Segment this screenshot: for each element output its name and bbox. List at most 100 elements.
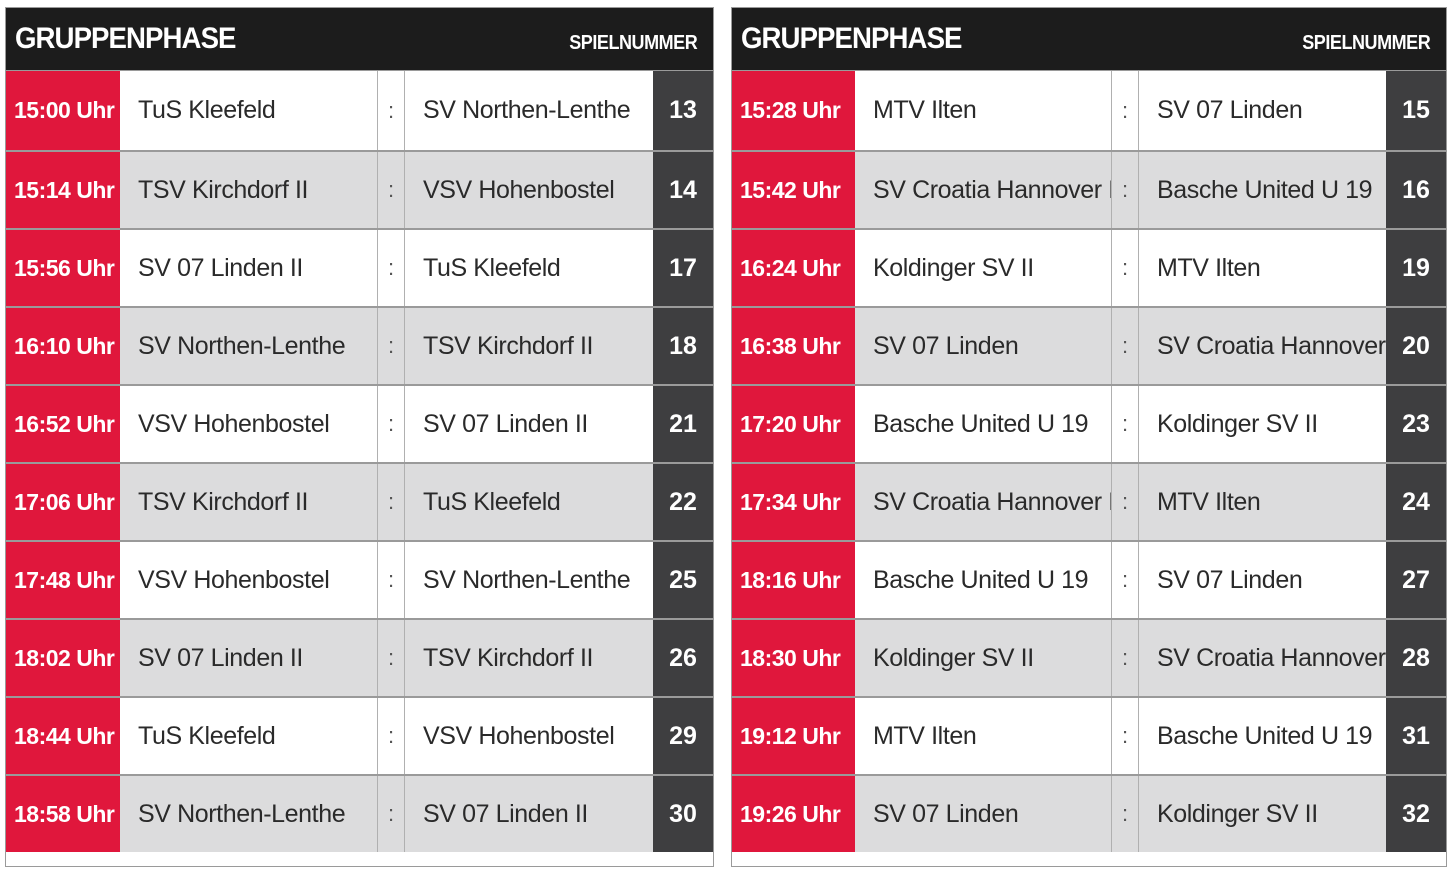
score-separator: : <box>377 230 405 306</box>
score-separator: : <box>377 698 405 774</box>
match-number: 17 <box>653 230 713 306</box>
panel-title: GRUPPENPHASE <box>741 22 962 55</box>
match-time: 15:14 Uhr <box>6 152 120 228</box>
match-row: 17:20 Uhr Basche United U 19: Koldinger SV… <box>732 384 1446 462</box>
panel-header: GRUPPENPHASE SPIELNUMMER <box>732 8 1446 70</box>
score-separator: : <box>1111 71 1139 150</box>
panel-subtitle: SPIELNUMMER <box>1301 31 1431 54</box>
match-number: 27 <box>1386 542 1446 618</box>
home-team: SV 07 Linden <box>855 308 1111 384</box>
match-list: 15:00 Uhr TuS Kleefeld: SV Northen-Lenthe 1… <box>6 70 713 852</box>
home-team: SV 07 Linden II <box>120 620 377 696</box>
home-team: TSV Kirchdorf II <box>120 464 377 540</box>
away-team: SV Croatia Hannover II <box>1139 308 1386 384</box>
home-team: VSV Hohenbostel <box>120 542 377 618</box>
match-time: 15:56 Uhr <box>6 230 120 306</box>
match-row: 15:28 Uhr MTV Ilten: SV 07 Linden 15 <box>732 70 1446 150</box>
match-time: 18:44 Uhr <box>6 698 120 774</box>
match-row: 18:02 Uhr SV 07 Linden II: TSV Kirchdorf I… <box>6 618 713 696</box>
home-team: SV Croatia Hannover II <box>855 152 1111 228</box>
match-time: 18:02 Uhr <box>6 620 120 696</box>
match-time: 18:58 Uhr <box>6 776 120 852</box>
match-row: 17:48 Uhr VSV Hohenbostel: SV Northen-Lent… <box>6 540 713 618</box>
match-row: 18:58 Uhr SV Northen-Lenthe: SV 07 Linden … <box>6 774 713 852</box>
away-team: Basche United U 19 <box>1139 152 1386 228</box>
match-row: 17:34 Uhr SV Croatia Hannover II: MTV Ilte… <box>732 462 1446 540</box>
match-row: 16:10 Uhr SV Northen-Lenthe: TSV Kirchdorf… <box>6 306 713 384</box>
match-time: 17:34 Uhr <box>732 464 855 540</box>
match-number: 20 <box>1386 308 1446 384</box>
match-time: 19:26 Uhr <box>732 776 855 852</box>
match-number: 18 <box>653 308 713 384</box>
score-separator: : <box>377 620 405 696</box>
match-number: 25 <box>653 542 713 618</box>
score-separator: : <box>1111 152 1139 228</box>
match-row: 15:00 Uhr TuS Kleefeld: SV Northen-Lenthe 1… <box>6 70 713 150</box>
match-row: 19:26 Uhr SV 07 Linden: Koldinger SV II 32 <box>732 774 1446 852</box>
match-row: 18:44 Uhr TuS Kleefeld: VSV Hohenbostel 29 <box>6 696 713 774</box>
score-separator: : <box>377 464 405 540</box>
home-team: MTV Ilten <box>855 698 1111 774</box>
away-team: SV 07 Linden II <box>405 776 653 852</box>
match-time: 17:48 Uhr <box>6 542 120 618</box>
match-time: 15:28 Uhr <box>732 71 855 150</box>
panel-header: GRUPPENPHASE SPIELNUMMER <box>6 8 713 70</box>
match-number: 24 <box>1386 464 1446 540</box>
match-row: 16:38 Uhr SV 07 Linden: SV Croatia Hannove… <box>732 306 1446 384</box>
away-team: Koldinger SV II <box>1139 386 1386 462</box>
score-separator: : <box>1111 308 1139 384</box>
score-separator: : <box>1111 698 1139 774</box>
match-number: 21 <box>653 386 713 462</box>
score-separator: : <box>1111 386 1139 462</box>
match-number: 14 <box>653 152 713 228</box>
match-time: 16:38 Uhr <box>732 308 855 384</box>
panel-subtitle: SPIELNUMMER <box>568 31 698 54</box>
home-team: Basche United U 19 <box>855 542 1111 618</box>
home-team: TuS Kleefeld <box>120 698 377 774</box>
match-row: 18:30 Uhr Koldinger SV II: SV Croatia Hann… <box>732 618 1446 696</box>
match-number: 32 <box>1386 776 1446 852</box>
match-time: 16:24 Uhr <box>732 230 855 306</box>
match-row: 16:24 Uhr Koldinger SV II: MTV Ilten 19 <box>732 228 1446 306</box>
away-team: SV Croatia Hannover II <box>1139 620 1386 696</box>
away-team: VSV Hohenbostel <box>405 152 653 228</box>
match-row: 16:52 Uhr VSV Hohenbostel: SV 07 Linden II… <box>6 384 713 462</box>
match-row: 15:42 Uhr SV Croatia Hannover II: Basche U… <box>732 150 1446 228</box>
score-separator: : <box>377 308 405 384</box>
match-row: 18:16 Uhr Basche United U 19: SV 07 Linden… <box>732 540 1446 618</box>
match-number: 19 <box>1386 230 1446 306</box>
match-time: 15:00 Uhr <box>6 71 120 150</box>
match-time: 16:10 Uhr <box>6 308 120 384</box>
away-team: TSV Kirchdorf II <box>405 620 653 696</box>
away-team: Koldinger SV II <box>1139 776 1386 852</box>
match-number: 26 <box>653 620 713 696</box>
match-number: 31 <box>1386 698 1446 774</box>
match-time: 17:06 Uhr <box>6 464 120 540</box>
match-list: 15:28 Uhr MTV Ilten: SV 07 Linden 15 15:42 U… <box>732 70 1446 852</box>
away-team: VSV Hohenbostel <box>405 698 653 774</box>
score-separator: : <box>377 71 405 150</box>
match-time: 16:52 Uhr <box>6 386 120 462</box>
home-team: SV Croatia Hannover II <box>855 464 1111 540</box>
score-separator: : <box>377 386 405 462</box>
home-team: Koldinger SV II <box>855 620 1111 696</box>
schedule-panel-right: GRUPPENPHASE SPIELNUMMER 15:28 Uhr MTV Il… <box>731 7 1447 867</box>
away-team: SV Northen-Lenthe <box>405 71 653 150</box>
match-number: 15 <box>1386 71 1446 150</box>
match-time: 18:16 Uhr <box>732 542 855 618</box>
score-separator: : <box>1111 776 1139 852</box>
match-time: 15:42 Uhr <box>732 152 855 228</box>
match-number: 23 <box>1386 386 1446 462</box>
away-team: SV 07 Linden <box>1139 71 1386 150</box>
home-team: MTV Ilten <box>855 71 1111 150</box>
match-number: 16 <box>1386 152 1446 228</box>
score-separator: : <box>1111 464 1139 540</box>
score-separator: : <box>1111 230 1139 306</box>
away-team: MTV Ilten <box>1139 230 1386 306</box>
match-number: 13 <box>653 71 713 150</box>
score-separator: : <box>377 542 405 618</box>
score-separator: : <box>1111 542 1139 618</box>
panel-title: GRUPPENPHASE <box>15 22 236 55</box>
match-number: 29 <box>653 698 713 774</box>
match-row: 15:56 Uhr SV 07 Linden II: TuS Kleefeld 17 <box>6 228 713 306</box>
